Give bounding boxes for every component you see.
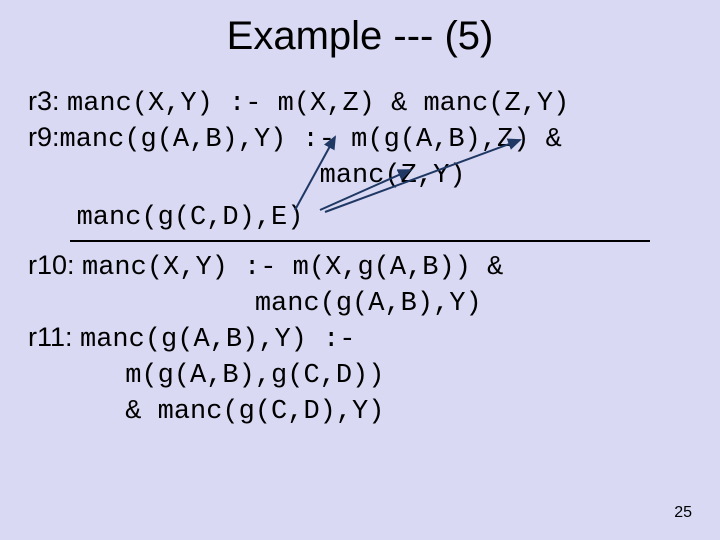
label-r9: r9: [28,122,60,152]
code-r10a: manc(X,Y) :- m(X,g(A,B)) & [82,253,503,283]
divider [70,240,650,242]
label-r3: r3: [28,86,67,116]
page-number: 25 [674,504,692,522]
code-r3: manc(X,Y) :- m(X,Z) & manc(Z,Y) [67,89,569,119]
rule-r11a: r11: manc(g(A,B),Y) :- [28,322,355,355]
rule-r11c: & manc(g(C,D),Y) [28,394,384,427]
rule-r3: r3: manc(X,Y) :- m(X,Z) & manc(Z,Y) [28,86,569,119]
goal-line: manc(g(C,D),E) [28,200,303,233]
code-r10b: manc(g(A,B),Y) [28,289,482,319]
code-r9b: manc(Z,Y) [28,161,465,191]
code-r11b: m(g(A,B),g(C,D)) [28,361,384,391]
rule-r11b: m(g(A,B),g(C,D)) [28,358,384,391]
rule-r9b: manc(Z,Y) [28,158,465,191]
label-r11: r11: [28,322,80,352]
code-goal: manc(g(C,D),E) [28,203,303,233]
rule-r10b: manc(g(A,B),Y) [28,286,482,319]
label-r10: r10: [28,250,82,280]
code-r11a: manc(g(A,B),Y) :- [80,325,355,355]
code-r9a: manc(g(A,B),Y) :- m(g(A,B),Z) & [60,125,562,155]
rule-r10a: r10: manc(X,Y) :- m(X,g(A,B)) & [28,250,503,283]
code-r11c: & manc(g(C,D),Y) [28,397,384,427]
rule-r9a: r9:manc(g(A,B),Y) :- m(g(A,B),Z) & [28,122,562,155]
slide-title: Example --- (5) [0,14,720,59]
